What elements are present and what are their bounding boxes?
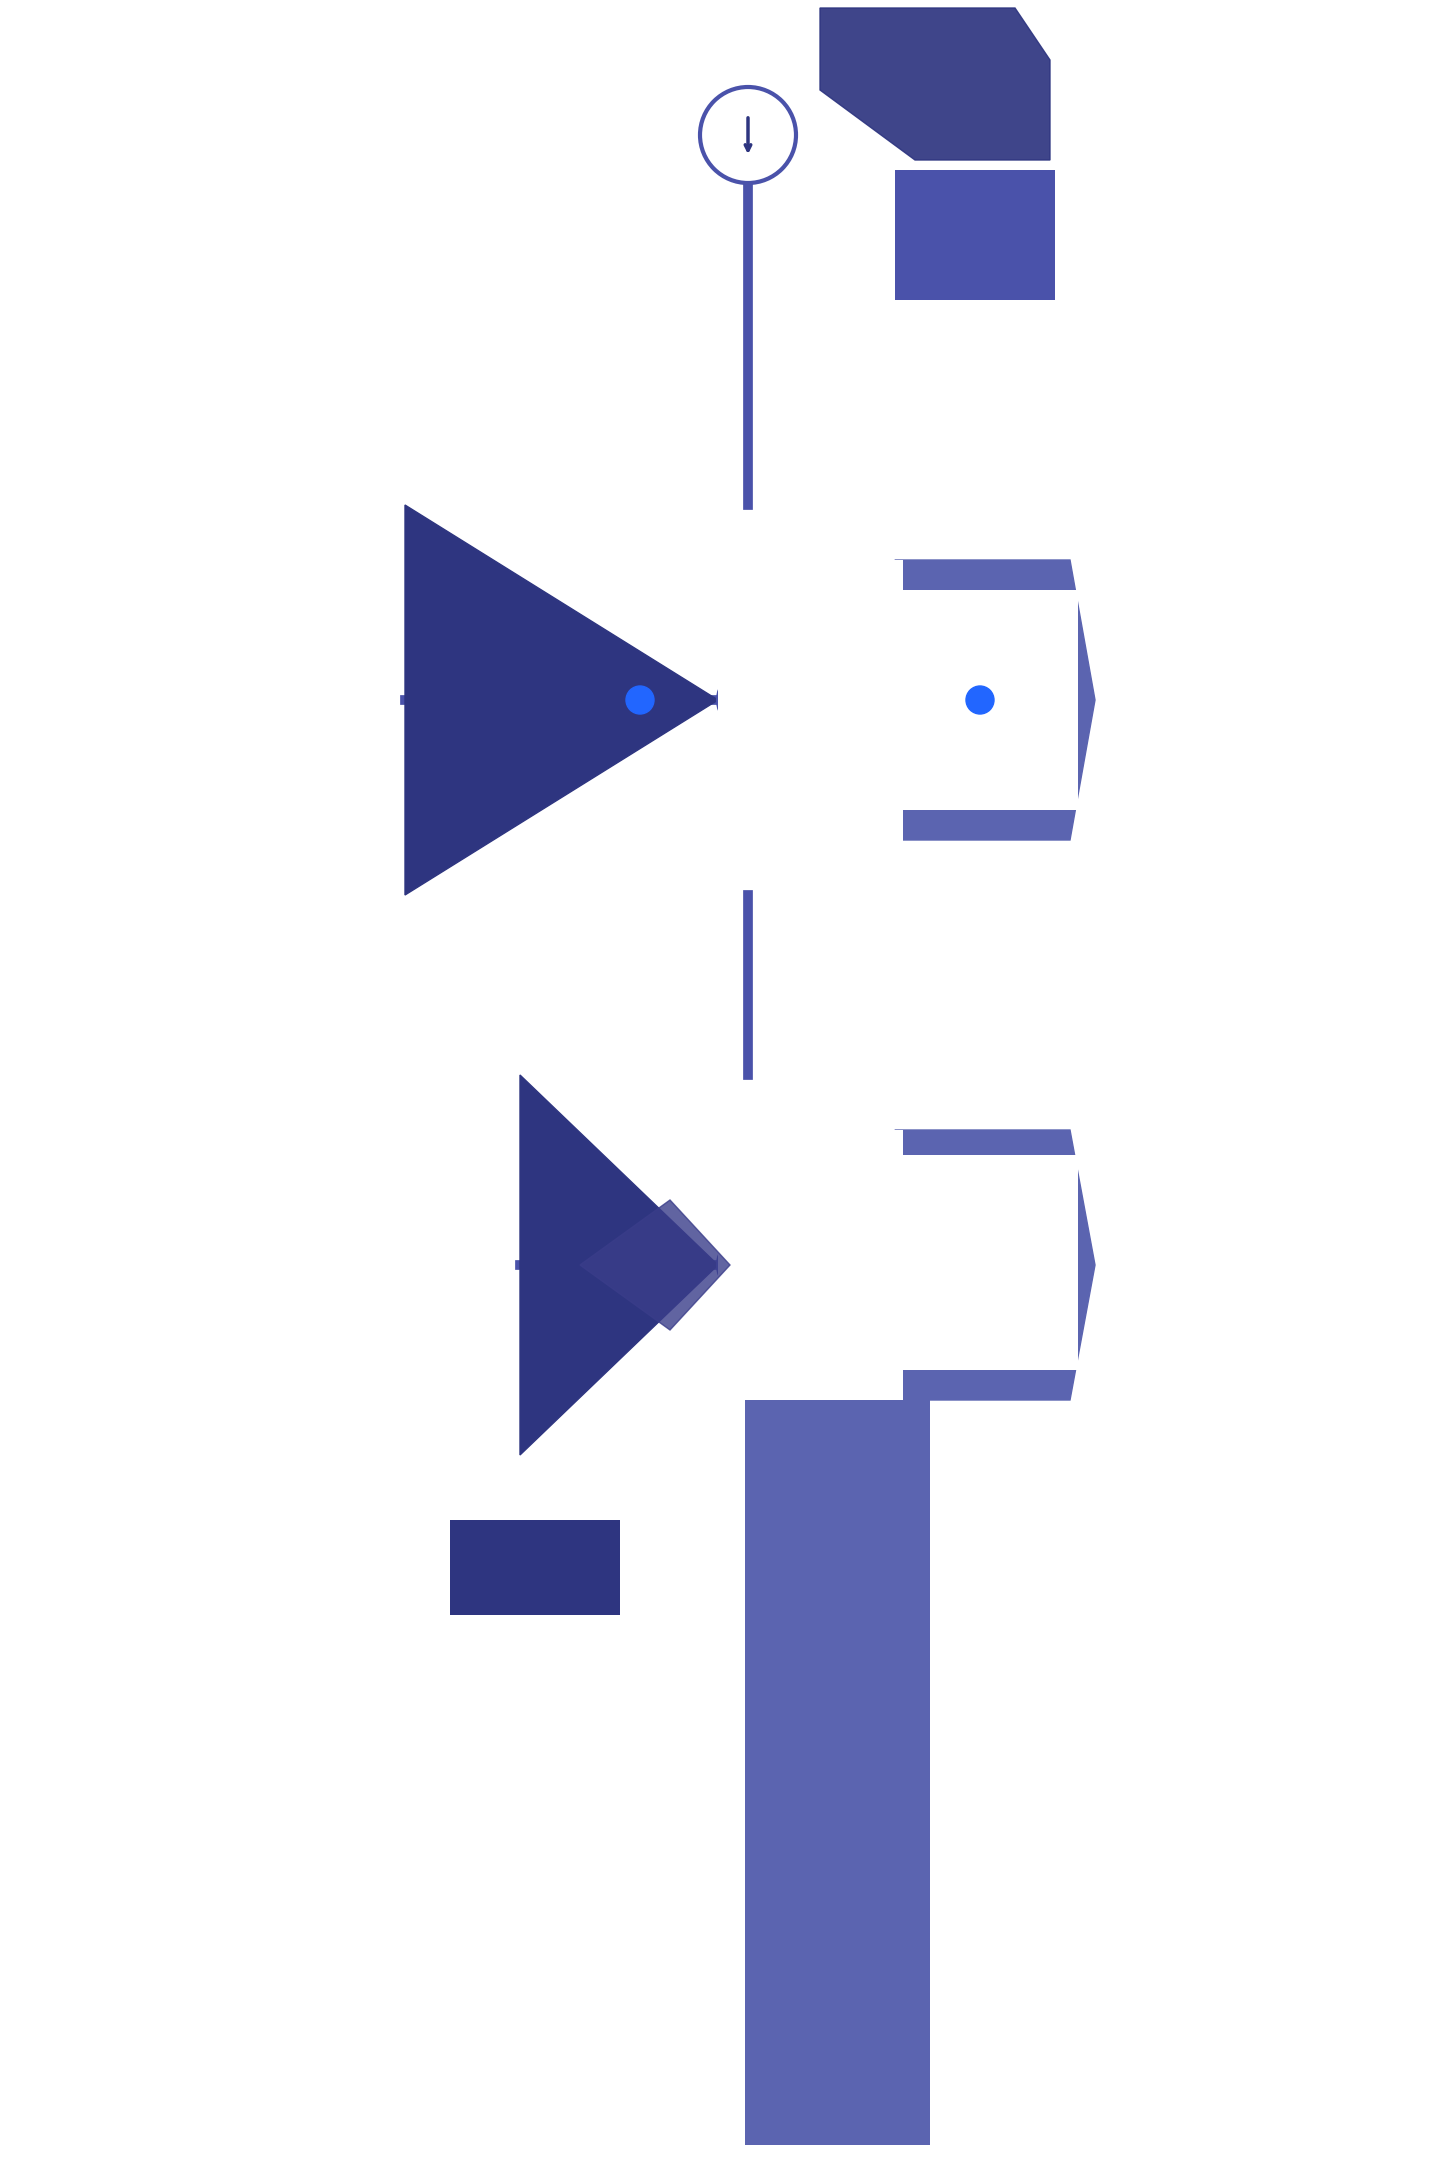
Polygon shape [895,1130,1095,1399]
Bar [450,1520,620,1616]
Circle shape [965,685,994,714]
Bar [903,1156,1077,1371]
Bar [745,1399,930,2145]
Polygon shape [579,1199,729,1330]
Bar [895,169,1056,299]
Bar [718,1130,903,1399]
Polygon shape [820,9,1050,161]
Polygon shape [895,560,1095,839]
Circle shape [700,87,796,182]
Circle shape [718,1236,775,1293]
Bar [903,590,1077,809]
Circle shape [718,672,775,729]
Bar [718,560,903,881]
Polygon shape [520,1076,718,1455]
Circle shape [626,685,654,714]
Polygon shape [405,505,718,896]
